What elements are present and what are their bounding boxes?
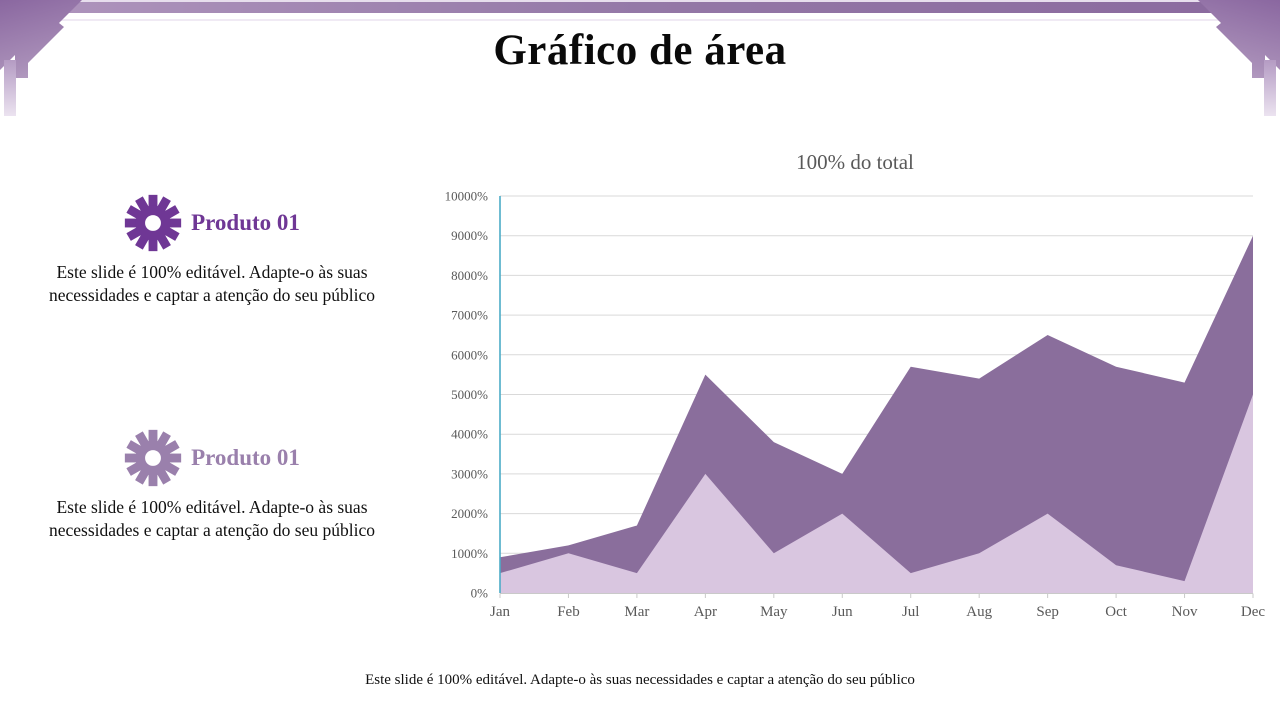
product-block-1: Produto 01 Este slide é 100% editável. A… — [28, 190, 396, 306]
svg-text:Feb: Feb — [557, 604, 580, 620]
svg-text:6000%: 6000% — [451, 347, 488, 362]
gear-icon — [124, 429, 182, 487]
svg-text:5000%: 5000% — [451, 387, 488, 402]
chart-title: 100% do total — [796, 150, 914, 174]
svg-text:Oct: Oct — [1105, 604, 1127, 620]
product-block-2: Produto 01 Este slide é 100% editável. A… — [28, 425, 396, 541]
corner-ribbon-strip — [4, 60, 16, 116]
svg-text:Apr: Apr — [694, 604, 717, 620]
svg-text:2000%: 2000% — [451, 506, 488, 521]
svg-text:Jun: Jun — [832, 604, 853, 620]
area-chart: 0% 1000% 2000% 3000% 4000% 5000% 6000% 7000% 800… — [445, 189, 1266, 621]
svg-text:0%: 0% — [471, 586, 489, 601]
svg-text:8000%: 8000% — [451, 268, 488, 283]
top-left-corner-decoration — [0, 0, 135, 125]
svg-text:7000%: 7000% — [451, 308, 488, 323]
top-banner-highlight — [0, 0, 1280, 2]
svg-text:Dec: Dec — [1241, 604, 1265, 620]
svg-text:Jan: Jan — [490, 604, 510, 620]
svg-text:May: May — [760, 604, 788, 620]
product-description: Este slide é 100% editável. Adapte-o às … — [48, 497, 376, 540]
svg-text:4000%: 4000% — [451, 427, 488, 442]
slide-title: Gráfico de área — [493, 27, 787, 74]
svg-text:Nov: Nov — [1172, 604, 1198, 620]
svg-text:Mar: Mar — [624, 604, 649, 620]
svg-text:1000%: 1000% — [451, 546, 488, 561]
svg-text:Sep: Sep — [1036, 604, 1059, 620]
product-header: Produto 01 — [28, 190, 396, 256]
product-header: Produto 01 — [28, 425, 396, 491]
gear-icon — [124, 194, 182, 252]
top-banner-shadow-line — [0, 19, 1280, 21]
top-banner-bar — [0, 2, 1280, 13]
product-heading: Produto 01 — [191, 210, 300, 235]
svg-text:10000%: 10000% — [445, 189, 489, 204]
svg-text:3000%: 3000% — [451, 466, 488, 481]
svg-text:Aug: Aug — [966, 604, 992, 620]
product-description: Este slide é 100% editável. Adapte-o às … — [48, 262, 376, 305]
svg-text:Jul: Jul — [902, 604, 920, 620]
svg-text:9000%: 9000% — [451, 228, 488, 243]
footer-caption: Este slide é 100% editável. Adapte-o às … — [365, 672, 915, 688]
product-heading: Produto 01 — [191, 445, 300, 470]
